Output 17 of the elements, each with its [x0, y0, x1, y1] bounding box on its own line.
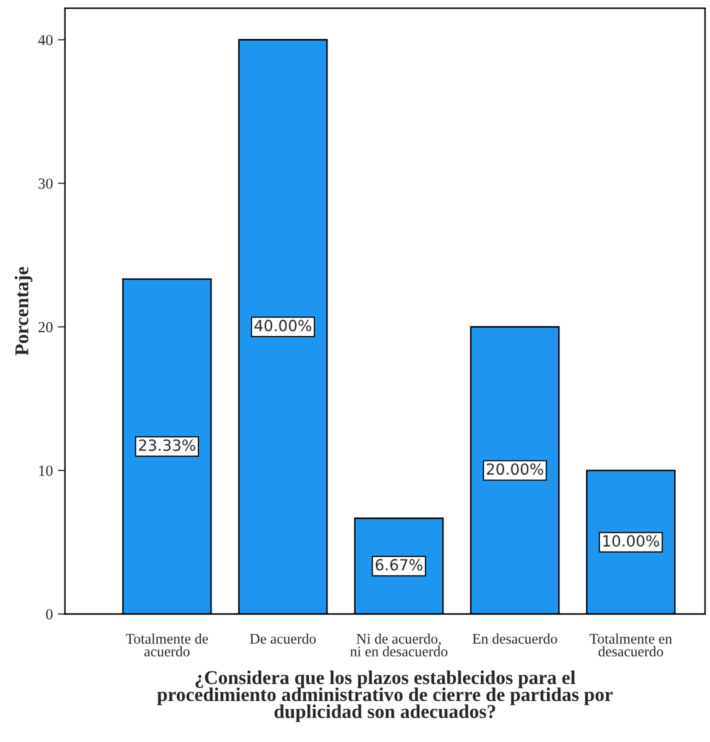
y-tick-label: 40 — [38, 34, 53, 46]
x-tick-label: Totalmente en desacuerdo — [590, 633, 672, 656]
data-label: 10.00% — [603, 535, 660, 547]
y-tick-label: 10 — [39, 466, 53, 476]
y-tick-label: 20 — [38, 322, 53, 332]
x-tick-label: De acuerdo — [250, 633, 316, 644]
data-label: 6.67% — [376, 559, 422, 571]
y-tick-label: 30 — [38, 178, 53, 189]
data-label: 20.00% — [486, 463, 544, 475]
y-axis-title: Porcentaje — [14, 266, 32, 356]
x-tick-label: Ni de acuerdo, ni en desacuerdo — [350, 633, 448, 656]
x-axis-title: ¿Considera que los plazos establecidos para el procedimiento administrativo de cierre de partidas por duplicidad son adecuados? — [157, 670, 613, 722]
data-label: 23.33% — [138, 439, 196, 451]
data-label: 40.00% — [254, 320, 312, 332]
x-tick-label: En desacuerdo — [472, 633, 558, 644]
y-tick-label: 0 — [46, 609, 53, 620]
x-tick-label: Totalmente de acuerdo — [126, 633, 208, 656]
